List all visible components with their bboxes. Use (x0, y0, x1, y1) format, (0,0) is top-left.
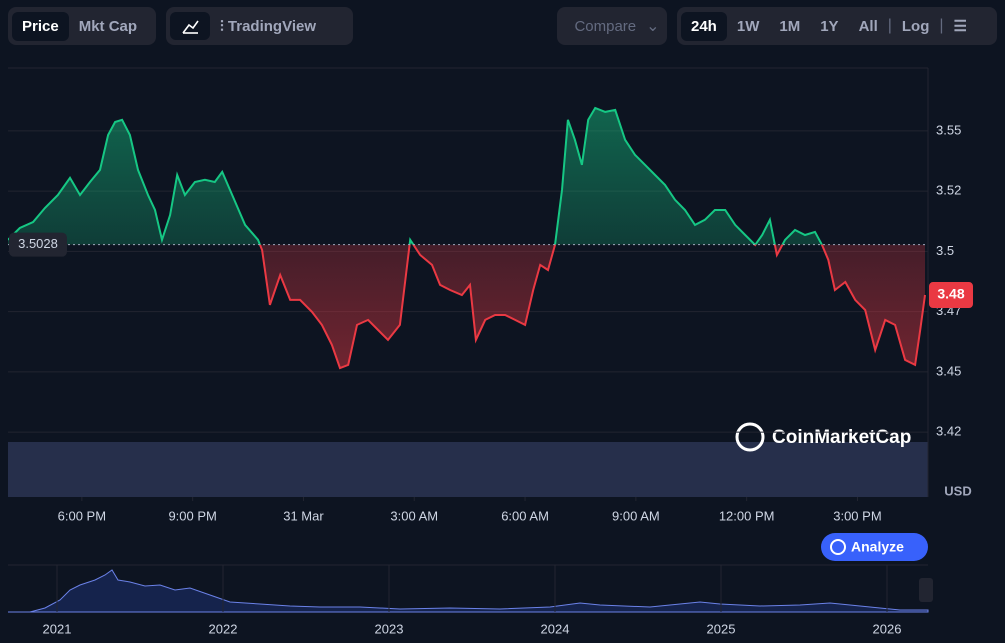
tab[interactable]: Price (12, 11, 69, 41)
y-tick-label: 3.42 (936, 424, 961, 439)
x-tick-label: 9:00 AM (612, 508, 660, 523)
view-tabs: Price Mkt Cap (8, 7, 156, 45)
cmc-logo (735, 422, 765, 452)
area-up (8, 108, 925, 245)
line-icon (182, 20, 199, 34)
last-price-tag (929, 282, 973, 309)
range[interactable]: 1Y (820, 17, 839, 35)
nav-year-label: 2021 (43, 621, 72, 636)
baseline-label: 3.5028 (18, 236, 58, 251)
nav-year-label: 2025 (707, 621, 736, 636)
baseline-tag (9, 232, 67, 257)
y-tick-label: 3.5 (936, 243, 954, 258)
chevron: ⌄ (646, 18, 660, 35)
nav-year-label: 2024 (541, 621, 570, 636)
x-tick-label: 6:00 PM (58, 508, 106, 523)
nav-year-label: 2023 (375, 621, 404, 636)
divider: | (887, 17, 892, 34)
chart-tools: ⫶ TradingView (166, 7, 353, 45)
analyze-label: Analyze (851, 539, 904, 555)
divider: | (939, 17, 944, 34)
settings[interactable]: ☰ (953, 18, 967, 35)
range[interactable]: 1W (736, 17, 760, 35)
area-down (259, 244, 925, 369)
x-tick-label: 31 Mar (283, 508, 324, 523)
y-tick-label: 3.52 (936, 183, 961, 198)
last-price-label: 3.48 (937, 286, 964, 302)
range[interactable]: All (858, 17, 878, 35)
x-tick-label: 9:00 PM (168, 508, 216, 523)
x-tick-label: 3:00 PM (833, 508, 881, 523)
nav-year-label: 2026 (873, 621, 902, 636)
line-tool[interactable] (170, 12, 210, 40)
analyze-button[interactable] (821, 533, 928, 561)
analyze-icon (830, 539, 846, 555)
price-line-up (8, 106, 823, 245)
y-tick-label: 3.55 (936, 122, 961, 137)
tradingview[interactable]: ⫶ TradingView (220, 17, 317, 35)
range[interactable]: 24h (681, 11, 727, 41)
compare[interactable]: Compare ⌄ (557, 7, 667, 45)
tradingview-label: TradingView (227, 17, 317, 35)
x-tick-label: 6:00 AM (501, 508, 549, 523)
y-tick-label: 3.45 (936, 363, 961, 378)
watermark-text: CoinMarketCap (772, 427, 911, 448)
volume-band (8, 442, 928, 497)
tab[interactable]: Mkt Cap (78, 17, 138, 35)
nav-year-label: 2022 (209, 621, 238, 636)
y-unit: USD (944, 483, 971, 498)
nav-handle[interactable] (919, 578, 933, 602)
range[interactable]: 1M (779, 17, 801, 35)
x-tick-label: 12:00 PM (719, 508, 775, 523)
log[interactable]: Log (901, 17, 930, 35)
range-tabs: 24h 1W 1M 1Y All | Log | ☰ (677, 7, 997, 45)
x-tick-label: 3:00 AM (390, 508, 438, 523)
price-line-down (258, 244, 926, 370)
navigator-line (8, 569, 929, 613)
compare-label: Compare (574, 17, 637, 35)
